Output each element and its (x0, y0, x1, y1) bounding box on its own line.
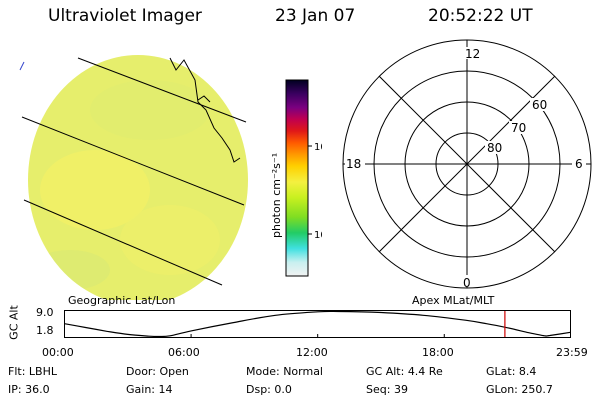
edge-mark (19, 61, 25, 71)
glat-value: 8.4 (518, 365, 537, 378)
date-label: 23 Jan 07 (275, 6, 356, 26)
dsp-info: Dsp: 0.0 (246, 383, 292, 396)
altitude-plot (64, 310, 571, 338)
door-value: Open (159, 365, 189, 378)
polar-diagonal-2 (378, 75, 556, 253)
door-info: Door: Open (126, 365, 189, 378)
coastline-fragment (197, 95, 211, 103)
altitude-plot-frame (64, 310, 571, 338)
mlt-label-0: 0 (463, 276, 471, 290)
gcalt-value: 4.4 Re (407, 365, 443, 378)
mlat-label-60: 60 (532, 98, 547, 112)
instrument-title: Ultraviolet Imager (48, 6, 202, 26)
gain-value: 14 (158, 383, 173, 396)
seq-value: 39 (393, 383, 408, 396)
colorbar-tick-100: 100 (314, 142, 322, 153)
mlat-label-70: 70 (511, 121, 526, 135)
ip-info: IP: 36.0 (8, 383, 50, 396)
glat-info: GLat: 8.4 (486, 365, 537, 378)
altitude-xtick-1: 06:00 (168, 346, 200, 359)
colorbar-gradient (285, 79, 309, 277)
seq-info: Seq: 39 (366, 383, 408, 396)
colorbar-tick-10: 10 (314, 230, 322, 241)
ip-value: 36.0 (25, 383, 50, 396)
time-label: 20:52:22 UT (428, 6, 533, 26)
mlat-label-80: 80 (487, 141, 502, 155)
geographic-image-panel (19, 55, 248, 300)
gain-info: Gain: 14 (126, 383, 173, 396)
mlt-label-6: 6 (575, 157, 583, 171)
flt-value: LBHL (28, 365, 57, 378)
flt-info: Flt: LBHL (8, 365, 57, 378)
colorbar-unit-label: photon cm⁻²s⁻¹ (270, 153, 283, 238)
geographic-panel-label: Geographic Lat/Lon (68, 294, 176, 307)
altitude-xtick-2: 12:00 (296, 346, 328, 359)
lat-lon-grid-lines (21, 57, 247, 286)
apex-panel-label: Apex MLat/MLT (412, 294, 495, 307)
mlt-label-18: 18 (346, 157, 361, 171)
polar-plot: 12 18 6 0 60 70 80 (342, 39, 592, 290)
altitude-xtick-4: 23:59 (556, 346, 588, 359)
colorbar: 100 10 photon cm⁻²s⁻¹ (270, 79, 322, 277)
gcalt-info: GC Alt: 4.4 Re (366, 365, 443, 378)
altitude-xtick-0: 00:00 (42, 346, 74, 359)
mlt-label-12: 12 (465, 47, 480, 61)
glon-value: 250.7 (521, 383, 553, 396)
brightness-texture (30, 80, 220, 290)
glon-info: GLon: 250.7 (486, 383, 553, 396)
mode-value: Normal (283, 365, 323, 378)
mode-info: Mode: Normal (246, 365, 323, 378)
altitude-xtick-3: 18:00 (422, 346, 454, 359)
altitude-curve (64, 310, 571, 338)
altitude-ytick-max: 9.0 (36, 306, 54, 319)
coastline (169, 57, 241, 163)
altitude-xticks (64, 334, 571, 338)
altitude-ytick-min: 1.8 (36, 324, 54, 337)
dsp-value: 0.0 (274, 383, 292, 396)
altitude-ylabel: GC Alt (7, 305, 21, 340)
